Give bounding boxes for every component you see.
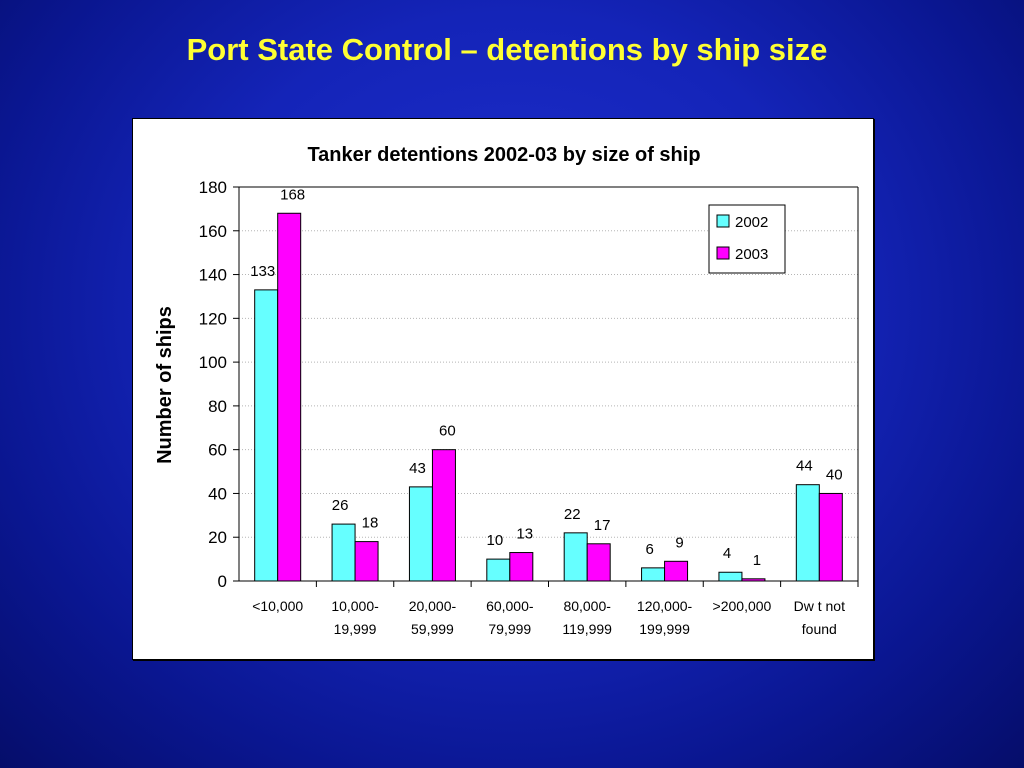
bar-2003	[818, 492, 843, 582]
bar-2003	[431, 449, 456, 582]
data-label-2003: 60	[439, 423, 456, 440]
bar-2002	[563, 532, 588, 582]
legend: 2002 2003	[708, 204, 786, 274]
x-tick-label-line: Dw t not	[794, 598, 845, 614]
bar-2002	[641, 567, 666, 582]
y-tick-label: 180	[199, 178, 227, 197]
legend-label-2002: 2002	[735, 214, 768, 231]
y-tick-label: 40	[208, 484, 227, 503]
bar-2003	[354, 541, 379, 582]
data-label-2002: 6	[645, 541, 653, 558]
y-axis-label: Number of ships	[154, 306, 176, 464]
data-label-2002: 44	[796, 458, 813, 475]
slide-title: Port State Control – detentions by ship …	[186, 32, 828, 67]
bar-2003	[664, 560, 689, 582]
data-label-2003: 17	[594, 517, 611, 534]
data-label-2002: 26	[332, 497, 349, 514]
chart-panel: Tanker detentions 2002-03 by size of shi…	[132, 118, 874, 660]
data-labels: 133 168 26 18 43 60 10 13 22 17 6 9 4 1 44 40	[250, 186, 842, 569]
x-tick-label-line: 80,000-	[563, 598, 611, 614]
bar-2003	[277, 212, 302, 582]
bars	[254, 212, 843, 582]
data-label-2003: 13	[516, 526, 533, 543]
y-tick-label: 80	[208, 397, 227, 416]
data-label-2002: 133	[250, 263, 275, 280]
x-tick-label-line: 120,000-	[637, 598, 693, 614]
x-tick-label: Dw t not found	[794, 598, 845, 637]
y-tick-label: 160	[199, 222, 227, 241]
legend-swatch-2003	[716, 246, 730, 260]
data-label-2003: 18	[362, 515, 379, 532]
bar-2002	[795, 484, 820, 582]
x-tick-label-line: 119,999	[562, 621, 612, 637]
x-tick-label: 10,000- 19,999	[331, 598, 379, 637]
x-tick-label: 80,000- 119,999	[562, 598, 612, 637]
bar-2003	[586, 543, 611, 582]
x-tick-label-line: <10,000	[252, 598, 303, 614]
data-label-2003: 168	[280, 186, 305, 203]
legend-label-2003: 2003	[735, 246, 768, 263]
data-label-2002: 43	[409, 460, 426, 477]
x-tick-label: >200,000	[713, 598, 772, 614]
y-tick-label: 60	[208, 441, 227, 460]
y-tick-label: 120	[199, 309, 227, 328]
data-label-2003: 40	[826, 466, 843, 483]
bar-2002	[486, 558, 511, 582]
x-tick-label-line: found	[802, 621, 837, 637]
x-tick-label-line: 10,000-	[331, 598, 379, 614]
y-tick-label: 20	[208, 528, 227, 547]
x-tick-label-line: >200,000	[713, 598, 772, 614]
data-label-2002: 10	[487, 532, 504, 549]
bar-2002	[408, 486, 433, 582]
bar-2002	[254, 289, 279, 582]
y-tick-label: 100	[199, 353, 227, 372]
x-tick-label-line: 20,000-	[409, 598, 457, 614]
x-tick-label: 60,000- 79,999	[486, 598, 534, 637]
x-tick-label-line: 199,999	[639, 621, 690, 637]
bar-2002	[718, 571, 743, 582]
x-tick-label-line: 79,999	[488, 621, 531, 637]
y-tick-label: 140	[199, 266, 227, 285]
data-label-2002: 4	[723, 545, 731, 562]
bar-2003	[509, 552, 534, 582]
chart-title: Tanker detentions 2002-03 by size of shi…	[307, 144, 700, 166]
x-tick-label-line: 60,000-	[486, 598, 534, 614]
x-tick-label-line: 59,999	[411, 621, 454, 637]
legend-swatch-2002	[716, 214, 730, 228]
data-label-2003: 9	[675, 534, 683, 551]
x-tick-label-line: 19,999	[334, 621, 377, 637]
x-tick-label: 120,000- 199,999	[637, 598, 693, 637]
data-label-2003: 1	[753, 552, 761, 569]
bar-chart: Tanker detentions 2002-03 by size of shi…	[154, 144, 859, 637]
bar-2002	[331, 523, 356, 582]
x-tick-label: 20,000- 59,999	[409, 598, 457, 637]
x-tick-label: <10,000	[252, 598, 303, 614]
y-tick-label: 0	[218, 572, 227, 591]
data-label-2002: 22	[564, 506, 581, 523]
